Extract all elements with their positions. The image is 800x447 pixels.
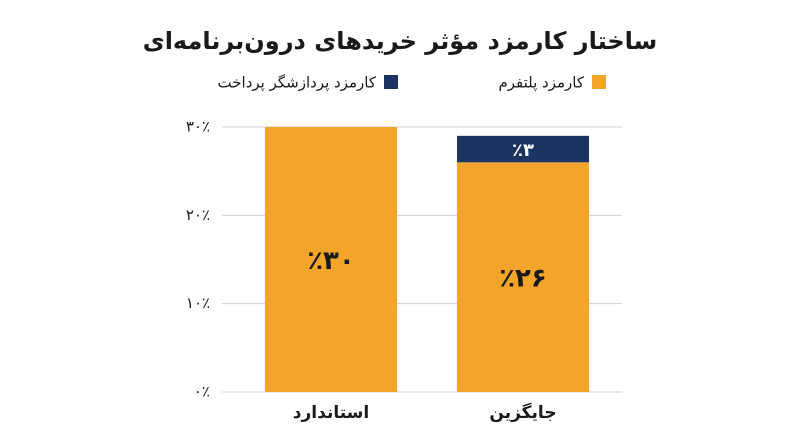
data-label: ٪۲۶ (499, 264, 547, 294)
bar-segment (457, 162, 589, 392)
bar-segment (265, 127, 397, 392)
data-label: ٪۳۰ (307, 246, 355, 276)
chart-title: ساختار کارمزد مؤثر خریدهای درون‌برنامه‌ا… (143, 27, 658, 55)
x-tick-label: استاندارد (293, 403, 369, 423)
y-tick-label: ۰٪ (194, 383, 210, 401)
y-tick-label: ۳۰٪ (186, 118, 210, 136)
y-tick-label: ۱۰٪ (186, 294, 210, 312)
legend-label: کارمزد پردازشگر پرداخت (218, 74, 377, 93)
legend-label: کارمزد پلتفرم (498, 74, 584, 93)
data-label: ٪۳ (512, 140, 534, 161)
bar-segment (457, 135, 589, 163)
y-tick-label: ۲۰٪ (186, 206, 210, 224)
legend-swatch (384, 75, 398, 89)
legend-swatch (592, 75, 606, 89)
x-tick-label: جایگزین (489, 402, 556, 423)
